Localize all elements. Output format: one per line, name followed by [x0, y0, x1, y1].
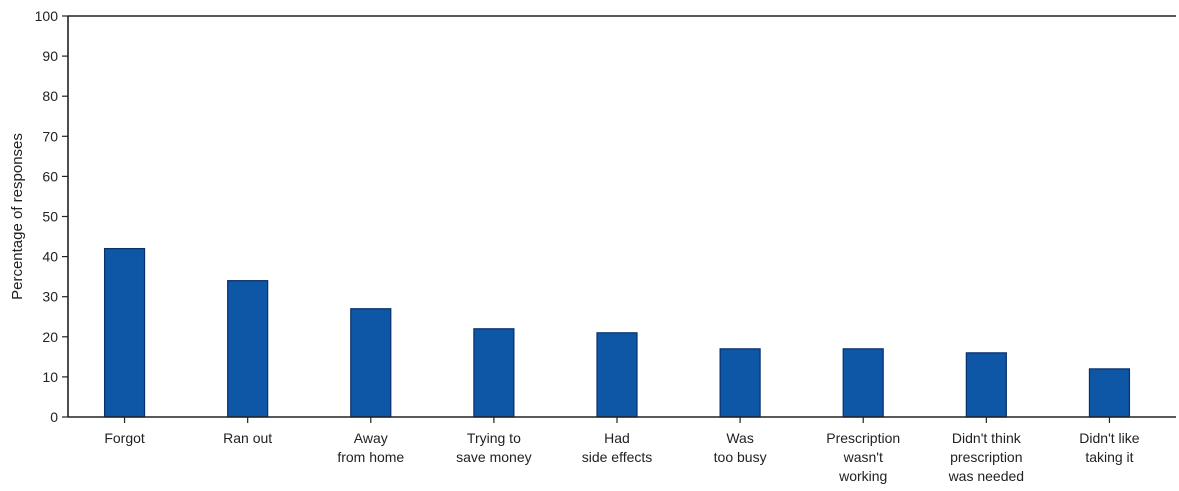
x-axis: Forgot Ran out Away from home Trying to save … [68, 416, 1176, 484]
y-axis-title: Percentage of responses [9, 133, 26, 300]
bar [596, 332, 638, 418]
y-tick-label: 100 [35, 8, 59, 24]
x-category-label: Ran out [223, 430, 272, 446]
y-tick-label: 40 [42, 249, 58, 265]
y-tick-label: 20 [42, 329, 58, 345]
y-tick-label: 70 [42, 128, 58, 144]
bar [103, 247, 146, 418]
bar [473, 328, 515, 418]
bars [103, 247, 1131, 418]
x-category-label: Prescription wasn't working [826, 430, 900, 484]
x-category-label: Forgot [104, 430, 145, 446]
bar [1088, 368, 1131, 418]
y-tick-label: 60 [42, 168, 58, 184]
bar [842, 348, 884, 418]
y-tick-label: 30 [42, 289, 58, 305]
x-category-label: Didn't think prescription was needed [948, 430, 1025, 484]
y-tick-label: 50 [42, 209, 58, 225]
y-tick-label: 0 [50, 409, 58, 425]
x-category-label: Had side effects [582, 430, 653, 465]
bar [227, 280, 269, 418]
x-category-label: Didn't like taking it [1079, 430, 1139, 465]
y-tick-label: 80 [42, 88, 58, 104]
bar [350, 308, 392, 418]
y-tick-label: 90 [42, 48, 58, 64]
x-category-label: Was too busy [714, 430, 767, 465]
bar [965, 352, 1007, 418]
x-category-label: Trying to save money [456, 430, 531, 465]
x-category-label: Away from home [337, 430, 404, 465]
y-axis: 0 10 20 30 40 50 60 70 80 90 100 [35, 8, 1176, 425]
y-tick-label: 10 [42, 369, 58, 385]
bar [719, 348, 761, 418]
